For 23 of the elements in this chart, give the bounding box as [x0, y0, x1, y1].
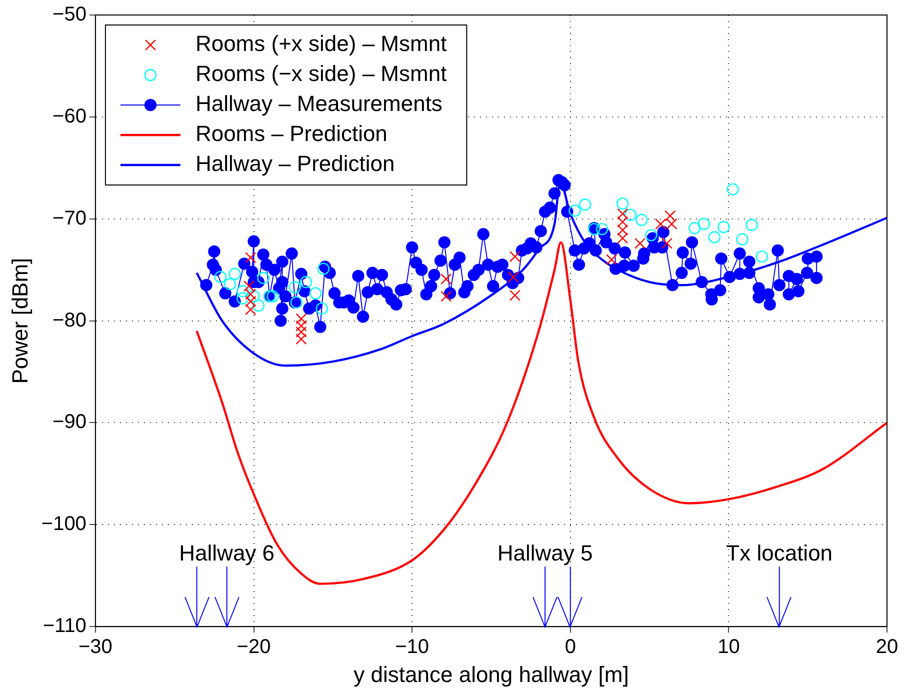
- legend-label: Rooms (+x side) – Msmnt: [195, 31, 447, 56]
- x-tick-label: 10: [718, 636, 740, 658]
- ref-line-label: Hallway 5: [497, 540, 593, 566]
- y-tick-label: −70: [52, 207, 86, 230]
- ref-line-label: Hallway 6: [179, 540, 275, 566]
- x-tick-label: −10: [395, 636, 430, 658]
- legend-label: Hallway – Prediction: [195, 151, 395, 176]
- x-tick-label: 20: [876, 636, 898, 658]
- y-tick-label: −110: [42, 615, 86, 638]
- x-tick-label: −20: [236, 636, 271, 658]
- y-tick-label: −80: [52, 309, 86, 332]
- y-tick-label: −100: [41, 513, 86, 536]
- x-tick-label: 0: [564, 636, 576, 658]
- legend-label: Rooms (−x side) – Msmnt: [195, 61, 447, 86]
- y-tick-label: −90: [52, 411, 86, 434]
- ref-line-label: Tx location: [726, 540, 833, 566]
- x-axis-title: y distance along hallway [m]: [354, 662, 629, 687]
- legend-label: Rooms – Prediction: [195, 121, 388, 146]
- y-axis-title: Power [dBm]: [7, 258, 32, 384]
- x-tick-label: −30: [78, 636, 112, 658]
- legend-label: Hallway – Measurements: [195, 91, 442, 116]
- y-tick-label: −50: [52, 4, 86, 26]
- y-tick-label: −60: [52, 105, 86, 128]
